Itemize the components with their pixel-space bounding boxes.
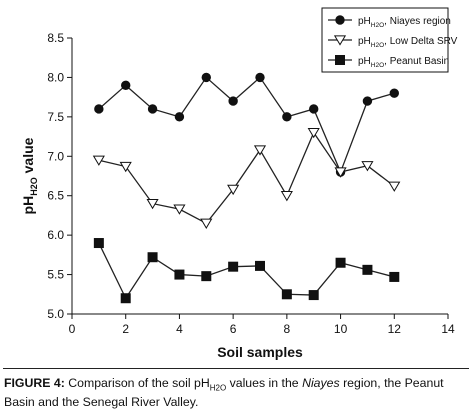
data-point-2-2 <box>147 252 158 263</box>
y-tick-label-0: 5.0 <box>47 307 64 321</box>
y-axis-title: pHH2O value <box>20 137 39 214</box>
data-point-0-3 <box>174 112 185 122</box>
series-2 <box>93 238 400 304</box>
data-point-0-10 <box>362 96 373 106</box>
data-point-1-11 <box>388 181 401 192</box>
data-point-0-0 <box>94 104 104 114</box>
data-point-2-11 <box>389 271 400 282</box>
data-point-0-6 <box>255 72 265 83</box>
data-point-0-1 <box>121 80 131 91</box>
y-tick-label-3: 6.5 <box>47 189 64 203</box>
caption-text-mid: values in the <box>226 376 303 390</box>
data-point-0-11 <box>389 88 399 98</box>
data-point-2-1 <box>120 293 131 304</box>
data-point-1-5 <box>227 184 240 196</box>
caption-text-after: region, the Peanut Basin and the Senegal… <box>4 376 444 410</box>
data-point-1-2 <box>146 198 159 210</box>
data-point-0-8 <box>309 104 319 114</box>
legend-marker-0 <box>335 15 345 25</box>
data-point-2-6 <box>255 260 265 271</box>
data-point-0-7 <box>282 112 292 122</box>
y-tick-label-4: 7.0 <box>47 149 64 163</box>
y-tick-label-2: 6.0 <box>47 228 64 242</box>
legend: pHH2O, Niayes region pHH2O, Low Delta SRV… <box>321 7 458 73</box>
series-1 <box>92 127 401 229</box>
legend-label-1: pHH2O, Low Delta SRV <box>358 36 458 49</box>
legend-marker-1 <box>333 35 347 46</box>
data-point-1-7 <box>280 191 293 202</box>
y-tick-label-7: 8.5 <box>47 31 64 45</box>
y-tick-label-6: 8.0 <box>47 70 64 84</box>
data-point-1-6 <box>253 145 267 156</box>
legend-label-0: pHH2O, Niayes region <box>358 16 451 29</box>
data-point-2-10 <box>362 264 373 275</box>
line-chart: 5.0 5.5 6.0 6.5 7.0 7.5 8.0 8.5 0 2 4 6 8 10 12 14 Soil … <box>20 7 458 360</box>
data-point-2-5 <box>228 261 239 272</box>
data-point-1-8 <box>307 127 320 139</box>
x-tick-label-1: 2 <box>122 322 129 336</box>
data-point-2-0 <box>93 238 104 249</box>
data-point-1-10 <box>361 161 374 172</box>
caption-subscript: H2O <box>209 383 227 393</box>
y-tick-label-1: 5.5 <box>47 268 64 282</box>
x-tick-label-4: 8 <box>284 322 291 336</box>
data-point-0-5 <box>228 96 238 106</box>
data-point-0-2 <box>147 104 158 114</box>
data-point-2-8 <box>308 290 319 301</box>
data-point-1-0 <box>92 155 105 166</box>
caption-text-before: Comparison of the soil pH <box>64 376 210 390</box>
data-point-2-9 <box>335 257 346 268</box>
data-point-2-3 <box>174 269 185 280</box>
x-tick-label-3: 6 <box>230 322 237 336</box>
caption-label: FIGURE 4: <box>4 376 65 390</box>
y-tick-label-5: 7.5 <box>47 110 64 124</box>
data-point-2-7 <box>281 289 292 300</box>
series-line-2 <box>98 242 395 300</box>
data-point-1-9 <box>334 167 347 178</box>
x-tick-label-0: 0 <box>69 322 76 336</box>
x-tick-label-2: 4 <box>176 322 183 336</box>
x-tick-label-6: 12 <box>388 322 402 336</box>
data-point-1-4 <box>200 218 213 229</box>
caption-italic: Niayes <box>302 376 340 390</box>
legend-label-2: pHH2O, Peanut Basin <box>358 56 449 69</box>
legend-marker-2 <box>335 55 345 65</box>
series-0 <box>94 72 399 177</box>
x-tick-label-5: 10 <box>334 322 348 336</box>
data-point-0-4 <box>201 72 211 83</box>
data-point-1-3 <box>173 204 186 215</box>
series-line-0 <box>98 76 395 174</box>
x-axis-title: Soil samples <box>217 344 303 360</box>
series-line-1 <box>98 131 395 225</box>
x-tick-label-7: 14 <box>441 322 455 336</box>
data-point-1-1 <box>119 161 132 173</box>
figure-caption: FIGURE 4: Comparison of the soil pHH2O v… <box>4 376 466 410</box>
data-point-2-4 <box>201 271 212 282</box>
caption-divider <box>3 368 469 369</box>
